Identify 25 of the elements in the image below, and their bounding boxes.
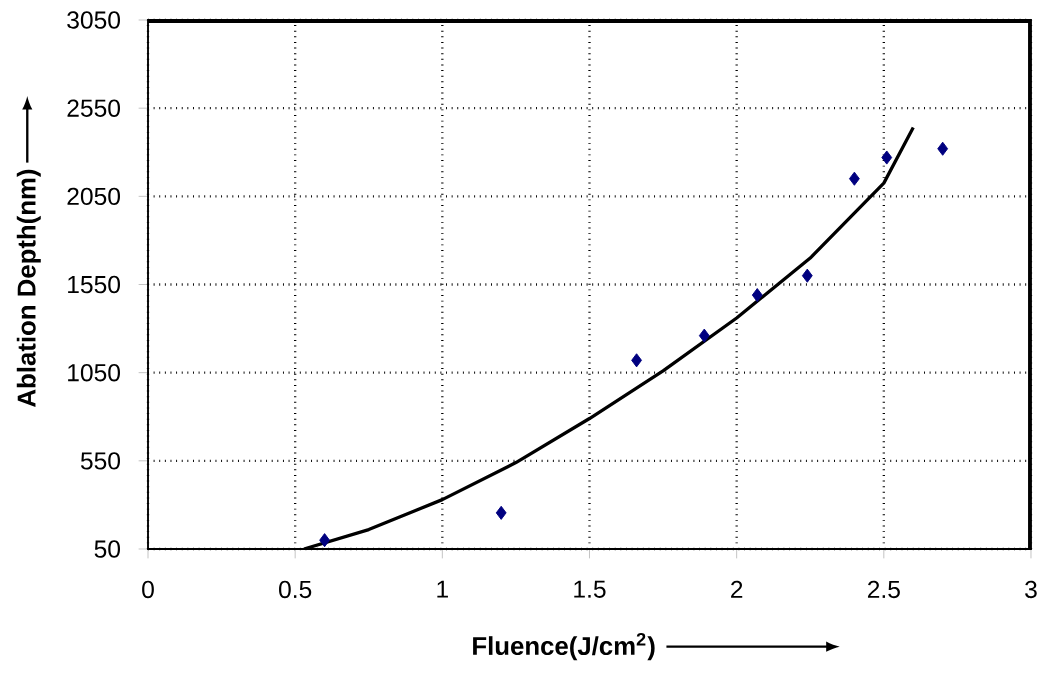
x-tick-label: 1.5 <box>574 580 606 598</box>
y-tick-label: 50 <box>94 540 121 558</box>
y-tick-label: 1050 <box>68 363 120 382</box>
y-tick-label: 2550 <box>67 99 120 117</box>
x-tick-label: 3 <box>1025 580 1037 599</box>
point <box>801 268 813 283</box>
x-tick-label: 2 <box>731 580 743 598</box>
point <box>631 353 642 368</box>
x-tick-label: 2.5 <box>867 580 900 599</box>
x-tick-label: 0.5 <box>279 580 312 599</box>
y-tick-label: 2050 <box>67 187 120 206</box>
y-tick-label: 550 <box>80 452 121 470</box>
x-tick-label: 1 <box>437 580 448 598</box>
point <box>751 288 763 303</box>
point <box>495 505 507 520</box>
y-tick-label: 1550 <box>68 275 120 294</box>
point <box>881 150 893 165</box>
y-axis-title: Ablation Depth(nm) <box>16 169 41 407</box>
x-axis-title: Fluence(J/cm$^{2}$) <box>473 632 655 661</box>
y-tick-label: 3050 <box>67 11 120 29</box>
point <box>319 533 330 548</box>
point <box>698 328 710 343</box>
point <box>937 141 949 156</box>
point <box>849 171 860 186</box>
x-tick-label: 0 <box>142 580 154 599</box>
